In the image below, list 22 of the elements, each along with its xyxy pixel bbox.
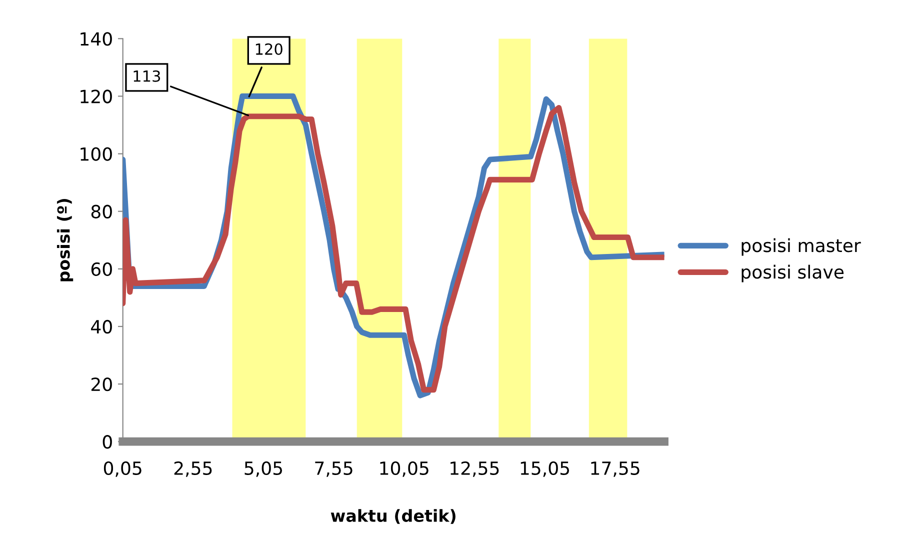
x-tick-label: 0,05: [104, 461, 142, 477]
x-tick-label: 12,55: [450, 461, 499, 477]
y-axis-title: posisi (º): [56, 199, 74, 282]
y-tick-label: 120: [80, 90, 112, 104]
y-tick-label: 0: [102, 435, 112, 449]
y-tick-label: 80: [91, 204, 112, 218]
x-tick-label: 2,55: [174, 461, 212, 477]
annotation: 113: [134, 70, 160, 82]
x-axis-title: waktu (detik): [330, 509, 456, 524]
y-tick-label: 140: [80, 32, 112, 46]
x-tick-label: 5,05: [244, 461, 282, 477]
y-tick-label: 40: [91, 320, 112, 334]
annotation: 120: [256, 43, 282, 55]
y-tick-label: 100: [80, 147, 112, 161]
x-tick-label: 10,05: [380, 461, 428, 477]
x-tick-label: 7,55: [315, 462, 352, 477]
x-tick-label: 15,05: [520, 461, 570, 477]
legend-label: posisi master: [742, 238, 861, 256]
y-tick-label: 60: [91, 262, 112, 276]
y-tick-label: 20: [91, 377, 112, 392]
legend-label: posisi slave: [742, 264, 844, 282]
x-tick-label: 17,55: [591, 462, 640, 477]
